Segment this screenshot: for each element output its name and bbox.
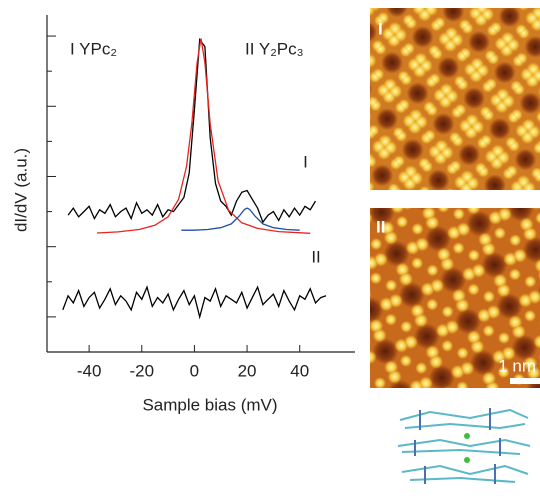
annotation: II Y₂Pc₃ xyxy=(245,39,304,58)
stm-image xyxy=(370,8,540,190)
curve-label: I xyxy=(303,153,308,172)
curve xyxy=(67,37,317,224)
x-tick-label: 0 xyxy=(190,361,199,380)
scale-bar xyxy=(510,378,540,384)
stm-image xyxy=(370,208,540,388)
panel-label: II xyxy=(376,217,385,236)
annotation: I YPc₂ xyxy=(70,39,117,58)
curve-label: II xyxy=(311,247,320,266)
curve xyxy=(96,38,311,234)
x-tick-label: -40 xyxy=(77,361,102,380)
molecule-model xyxy=(397,408,531,484)
curve xyxy=(62,285,327,320)
x-tick-label: 20 xyxy=(238,361,257,380)
curve xyxy=(181,207,300,231)
scale-bar-label: 1 nm xyxy=(498,356,536,375)
y-axis-label: dI/dV (a.u.) xyxy=(11,148,30,232)
x-tick-label: -20 xyxy=(129,361,154,380)
x-tick-label: 40 xyxy=(290,361,309,380)
panel-label: I xyxy=(378,19,383,38)
x-axis-label: Sample bias (mV) xyxy=(142,395,277,414)
